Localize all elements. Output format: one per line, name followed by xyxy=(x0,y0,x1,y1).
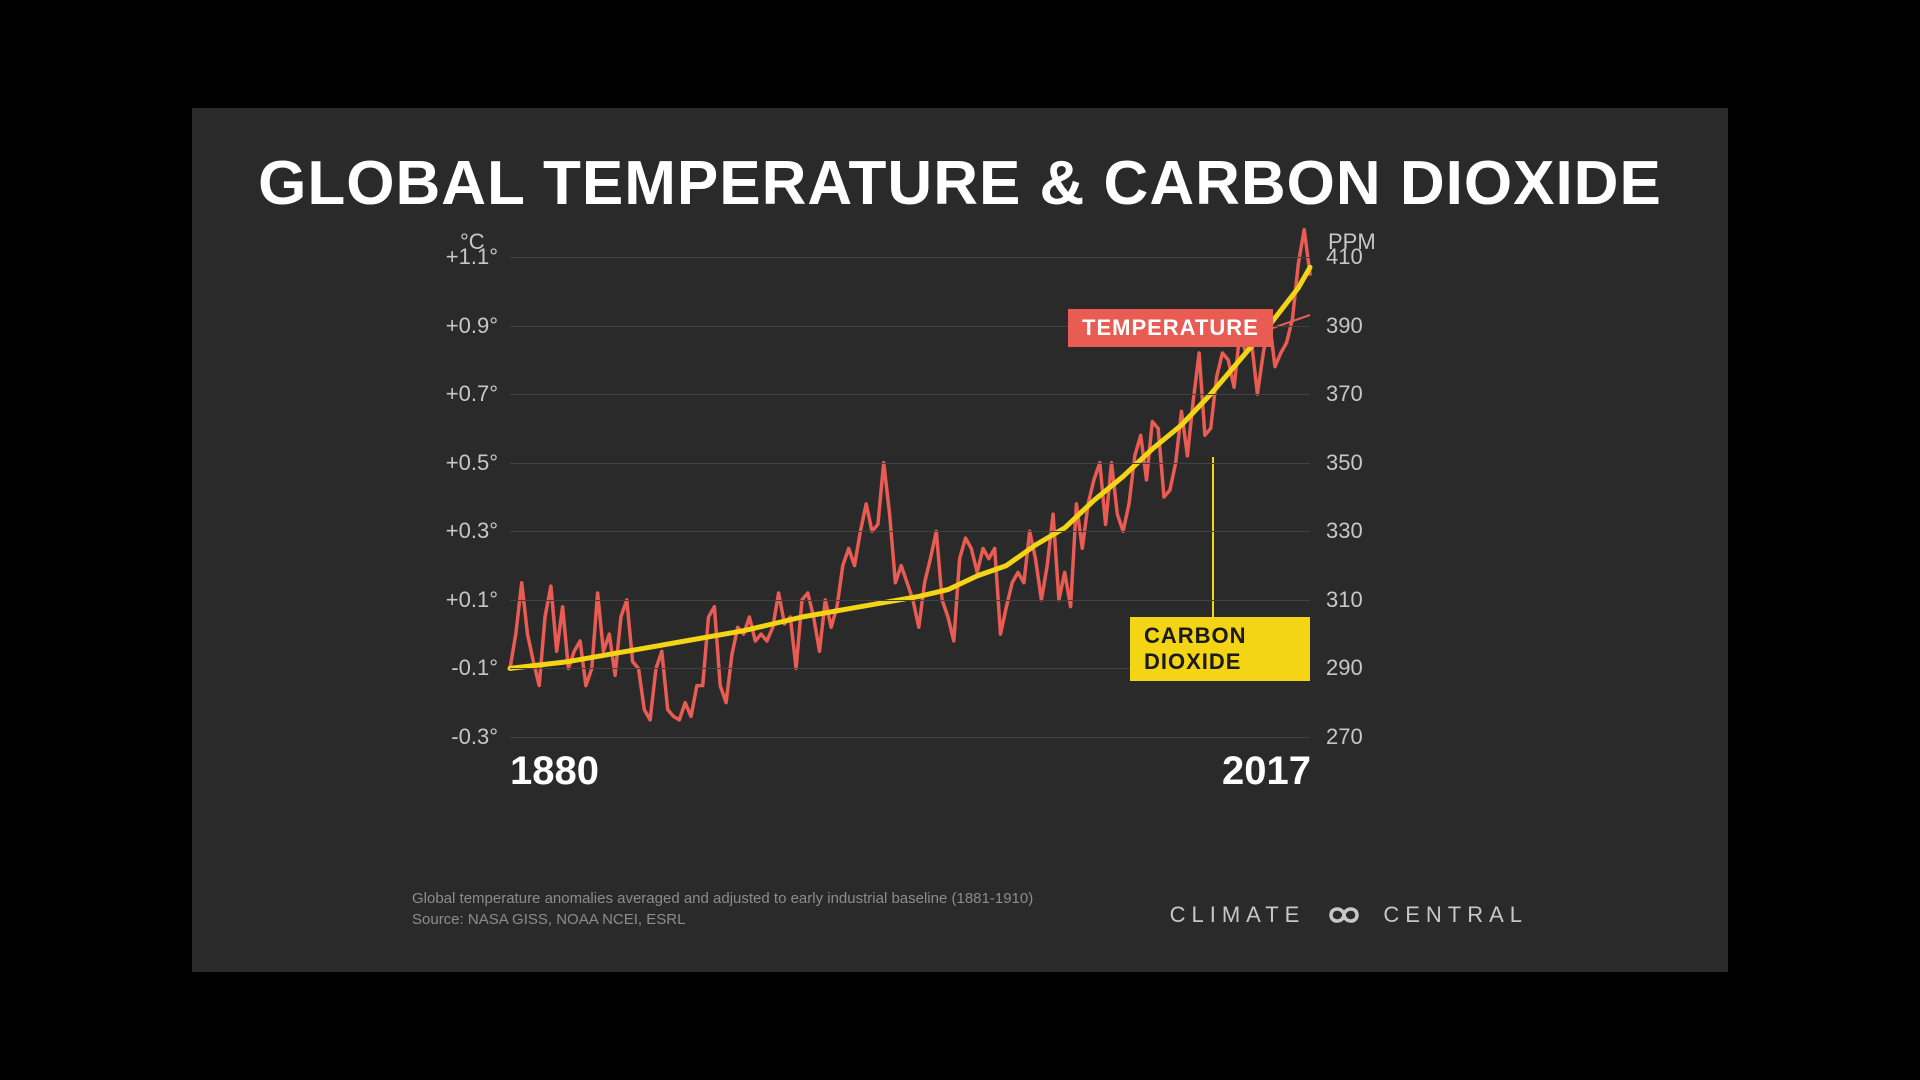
brand-logo: CLIMATE CENTRAL xyxy=(1170,900,1528,930)
temperature-callout: TEMPERATURE xyxy=(1068,309,1273,347)
y-left-tick: +1.1° xyxy=(428,244,498,270)
plot-region: TEMPERATURE CARBON DIOXIDE xyxy=(510,257,1310,737)
grid-line xyxy=(510,737,1310,738)
footnote-line2: Source: NASA GISS, NOAA NCEI, ESRL xyxy=(412,909,1033,930)
chart-frame: GLOBAL TEMPERATURE & CARBON DIOXIDE °C P… xyxy=(192,108,1728,972)
y-left-tick: -0.3° xyxy=(428,724,498,750)
y-right-tick: 390 xyxy=(1326,313,1396,339)
grid-line xyxy=(510,531,1310,532)
y-left-tick: +0.5° xyxy=(428,450,498,476)
y-right-tick: 350 xyxy=(1326,450,1396,476)
y-left-tick: +0.7° xyxy=(428,381,498,407)
grid-line xyxy=(510,394,1310,395)
grid-line xyxy=(510,463,1310,464)
co2-callout: CARBON DIOXIDE xyxy=(1130,617,1310,681)
grid-line xyxy=(510,600,1310,601)
y-left-tick: +0.3° xyxy=(428,518,498,544)
footnote-line1: Global temperature anomalies averaged an… xyxy=(412,888,1033,909)
y-left-tick: +0.9° xyxy=(428,313,498,339)
grid-line xyxy=(510,257,1310,258)
footnote: Global temperature anomalies averaged an… xyxy=(412,888,1033,930)
x-axis-start-label: 1880 xyxy=(510,749,599,794)
y-right-tick: 310 xyxy=(1326,587,1396,613)
chart-title: GLOBAL TEMPERATURE & CARBON DIOXIDE xyxy=(252,148,1668,219)
brand-word-left: CLIMATE xyxy=(1170,902,1306,928)
x-axis-end-label: 2017 xyxy=(1222,749,1311,794)
y-right-tick: 370 xyxy=(1326,381,1396,407)
y-right-tick: 270 xyxy=(1326,724,1396,750)
y-left-tick: -0.1° xyxy=(428,655,498,681)
chart-area: °C PPM TEMPERATURECARBON DIOXIDE 1880 20… xyxy=(410,227,1510,787)
y-right-tick: 410 xyxy=(1326,244,1396,270)
y-right-tick: 290 xyxy=(1326,655,1396,681)
y-left-tick: +0.1° xyxy=(428,587,498,613)
y-right-tick: 330 xyxy=(1326,518,1396,544)
brand-word-right: CENTRAL xyxy=(1383,902,1528,928)
infinity-icon xyxy=(1317,900,1371,930)
